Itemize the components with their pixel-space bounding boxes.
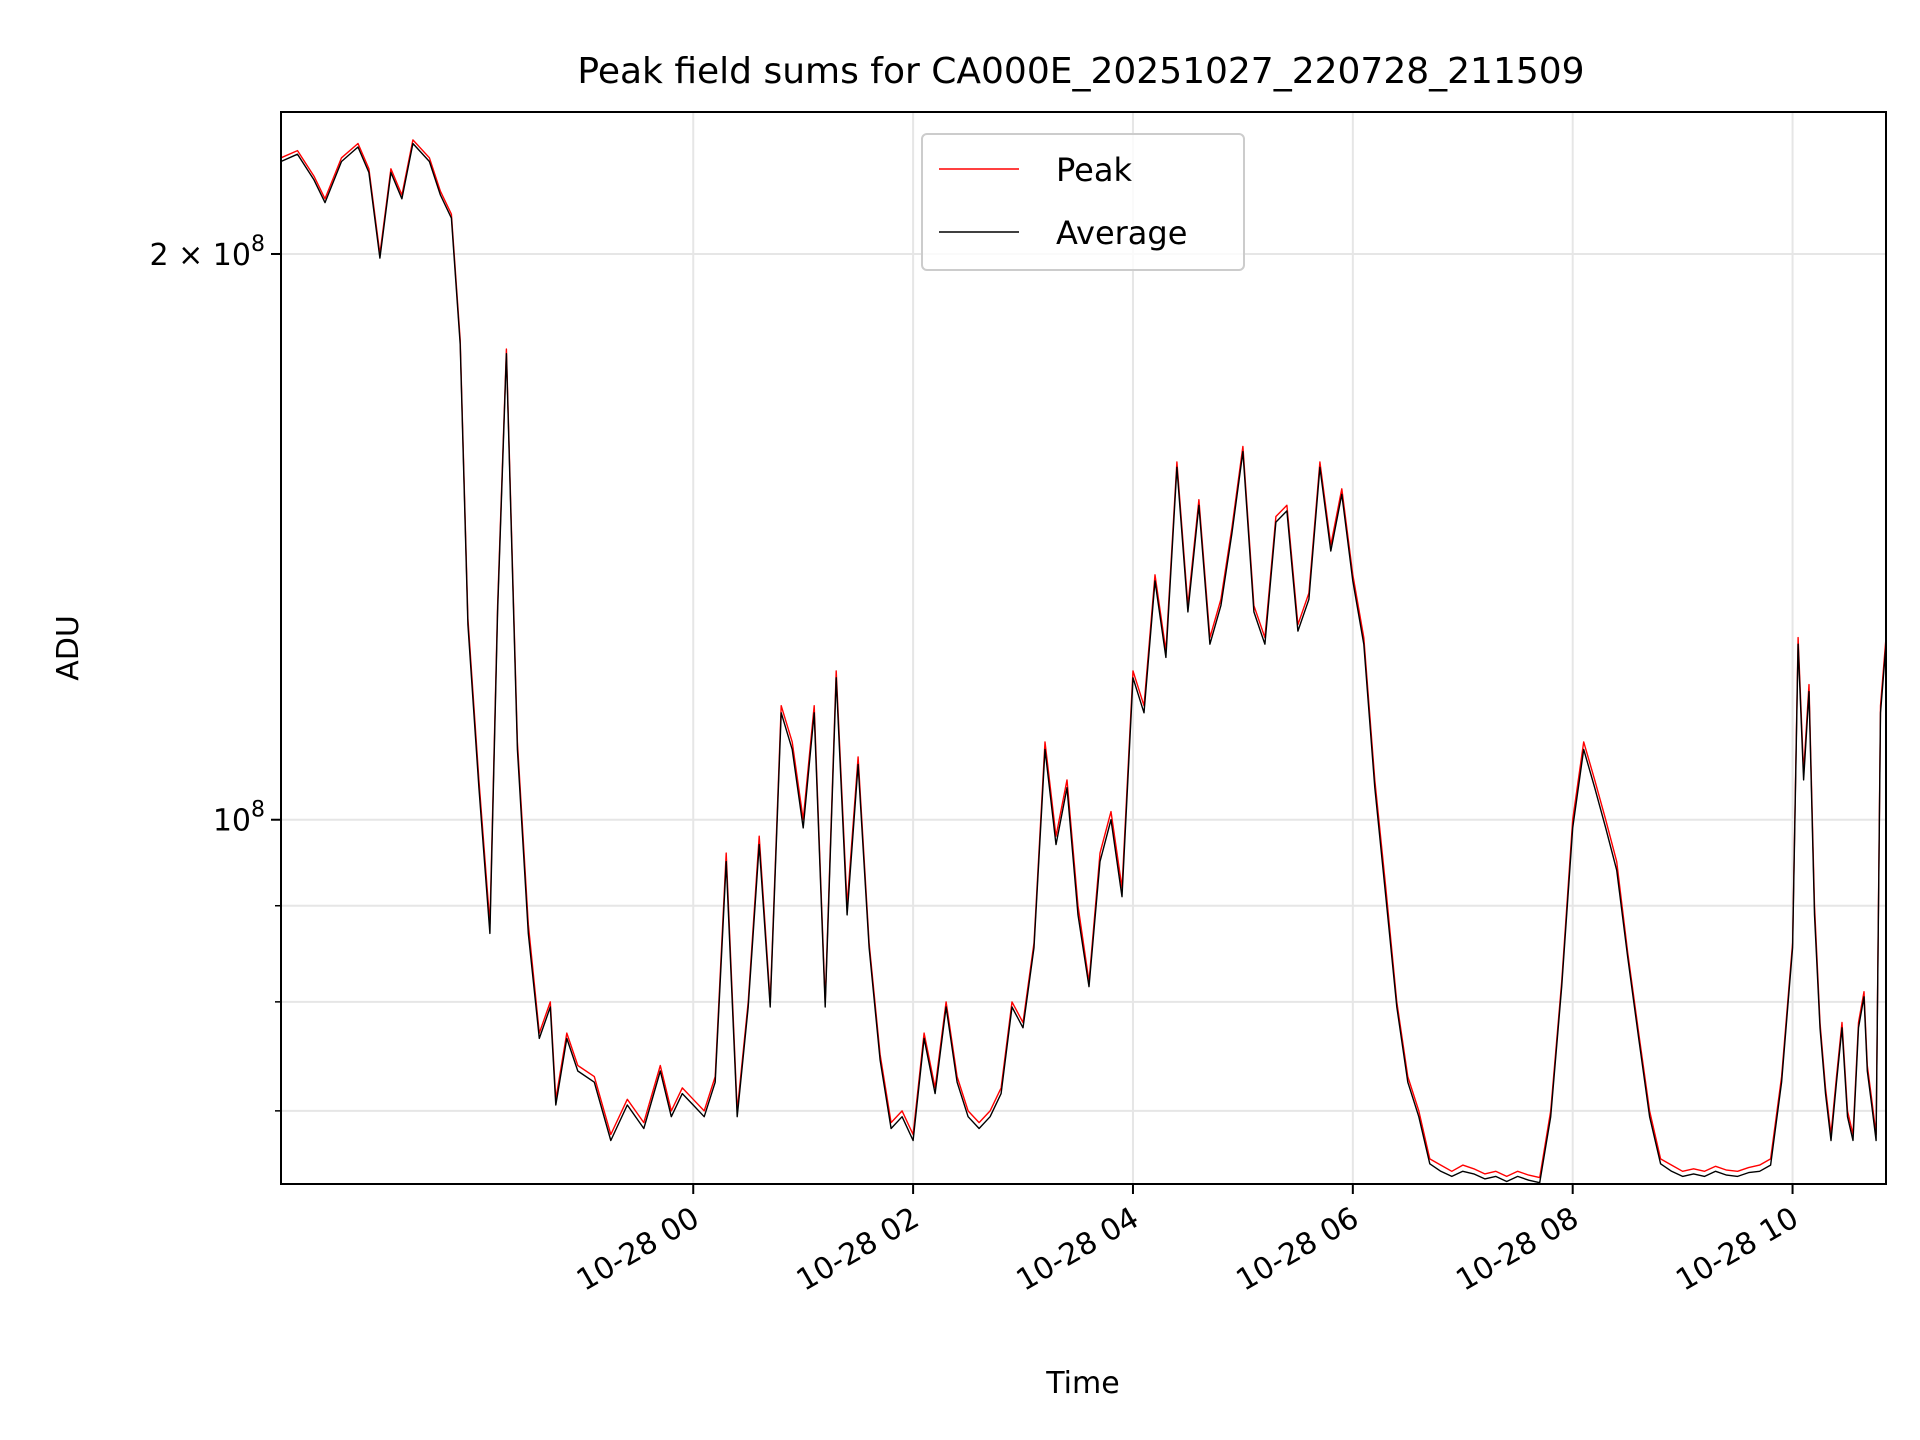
legend-label-average: Average [1056,214,1187,252]
legend-label-peak: Peak [1056,151,1132,189]
legend-box [921,133,1245,271]
series-line-average [280,142,1887,1184]
series-line-peak [280,139,1887,1179]
legend: Peak Average [921,133,1245,271]
chart-title: Peak field sums for CA000E_20251027_2207… [577,51,1584,92]
y-axis-label: ADU [51,615,86,681]
y-tick-label: 2 × 108 [150,232,265,273]
y-tick-label: 108 [213,798,265,839]
x-axis-label: Time [1045,1366,1119,1401]
series-group [280,139,1887,1184]
plot-frame [280,111,1887,1185]
